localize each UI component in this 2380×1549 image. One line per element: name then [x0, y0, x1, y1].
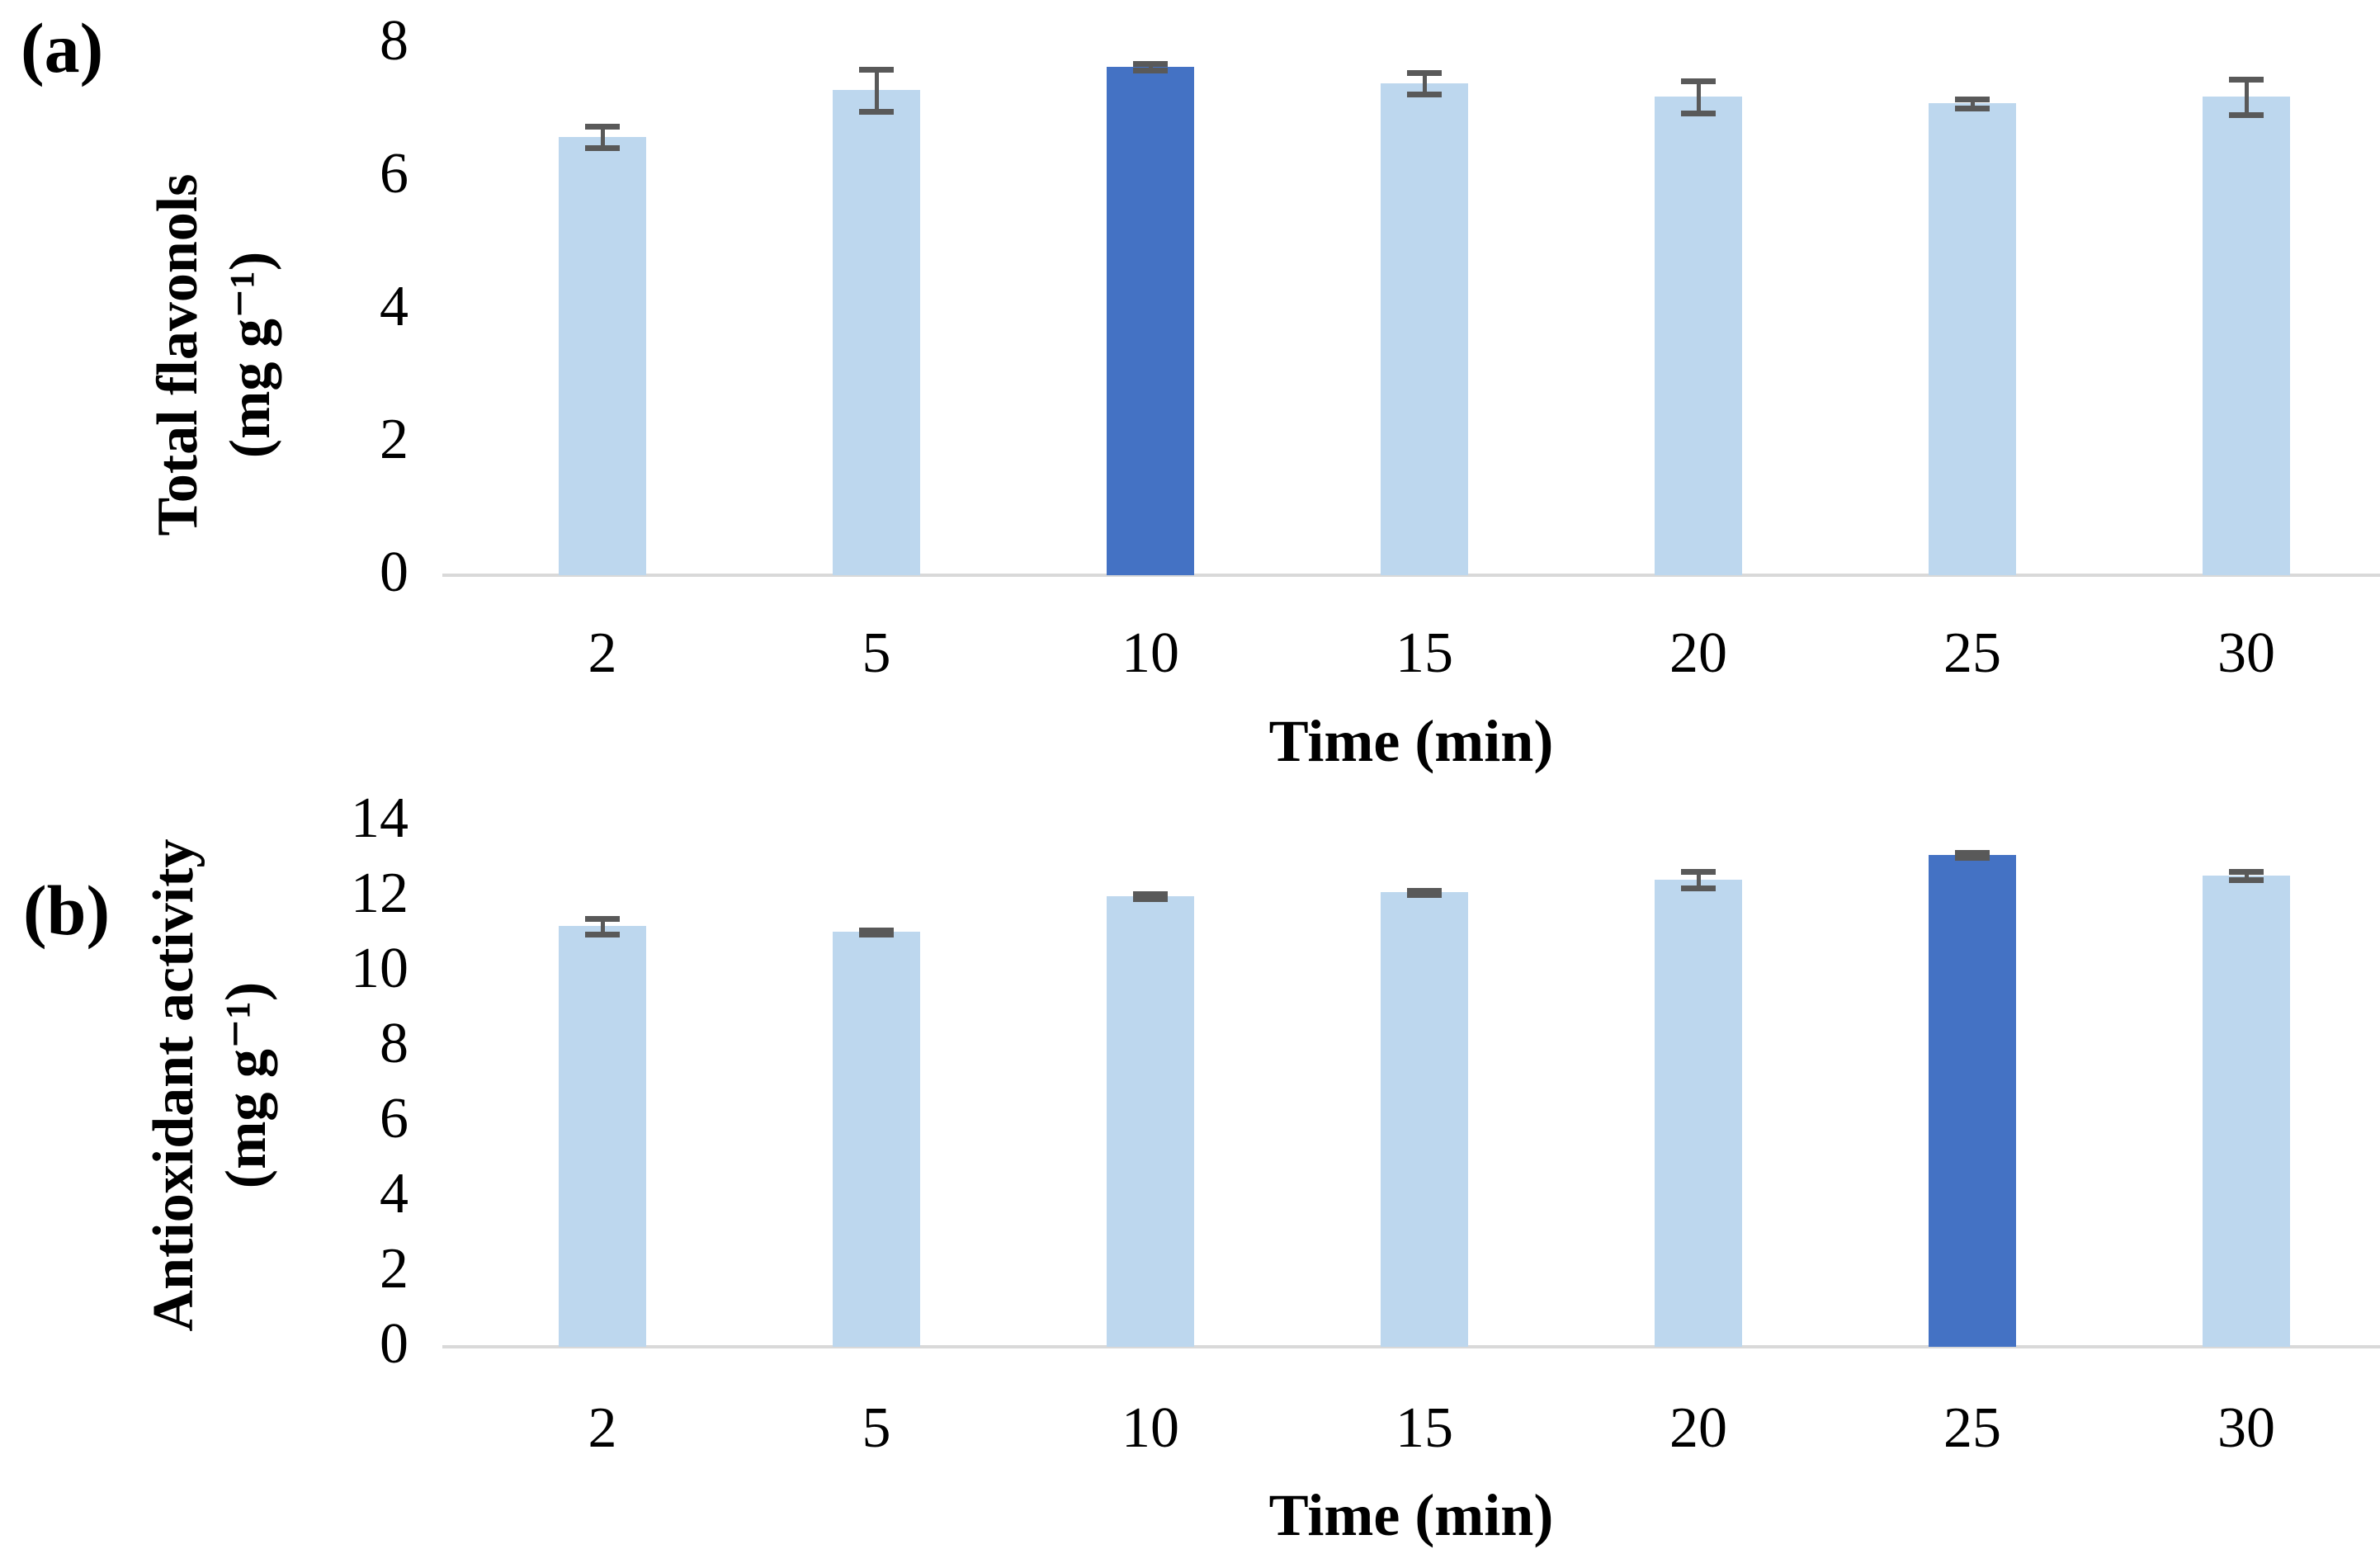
error-bar-a-15min [1422, 73, 1427, 95]
error-cap-bottom-a-15min [1407, 92, 1442, 98]
error-cap-top-a-30min [2229, 76, 2264, 83]
error-cap-bottom-b-5min [859, 931, 894, 937]
panel-b-ytick-14: 14 [351, 786, 408, 851]
panel-a-xtick-10: 10 [1122, 621, 1179, 685]
panel-b-ytick-4: 4 [380, 1162, 408, 1226]
error-cap-bottom-b-20min [1681, 885, 1716, 891]
bar-b-25min-highlighted [1929, 854, 2016, 1347]
error-bar-b-20min [1696, 871, 1701, 888]
panel-b-ytick-8: 8 [380, 1012, 408, 1076]
panel-b-ytick-2: 2 [380, 1237, 408, 1301]
panel-a-xtick-30: 30 [2217, 621, 2275, 685]
error-cap-bottom-a-10min [1133, 68, 1168, 74]
error-bar-a-10min [1148, 64, 1153, 71]
error-cap-top-b-25min [1955, 850, 1990, 857]
panel-b-label: (b) [23, 871, 111, 950]
bar-b-15min [1381, 892, 1468, 1347]
error-cap-top-a-20min [1681, 78, 1716, 85]
panel-b-x-axis-line [442, 1345, 2380, 1348]
error-cap-bottom-a-30min [2229, 112, 2264, 119]
panel-a-xtick-2: 2 [588, 621, 617, 685]
error-cap-bottom-a-5min [859, 109, 894, 116]
error-cap-bottom-a-20min [1681, 110, 1716, 116]
error-bar-b-2min [600, 919, 605, 934]
error-cap-bottom-a-25min [1955, 106, 1990, 112]
error-cap-top-a-5min [859, 66, 894, 73]
error-cap-top-b-15min [1407, 888, 1442, 895]
bar-a-30min [2203, 97, 2290, 575]
error-cap-top-b-20min [1681, 868, 1716, 875]
panel-a-ytick-8: 8 [380, 9, 408, 73]
panel-b-ytick-6: 6 [380, 1087, 408, 1151]
panel-a-xtick-5: 5 [862, 621, 891, 685]
error-cap-top-a-2min [585, 123, 620, 130]
error-cap-bottom-b-25min [1955, 854, 1990, 861]
panel-b-xtick-20: 20 [1669, 1396, 1727, 1460]
error-cap-top-a-25min [1955, 96, 1990, 102]
bar-b-10min [1107, 896, 1194, 1347]
error-cap-top-b-2min [585, 916, 620, 923]
error-cap-top-b-10min [1133, 891, 1168, 898]
panel-b-xtick-30: 30 [2217, 1396, 2275, 1460]
error-bar-b-30min [2244, 871, 2249, 881]
panel-b-ytick-10: 10 [351, 937, 408, 1001]
bar-a-2min [559, 136, 646, 575]
panel-a-ytick-6: 6 [380, 142, 408, 206]
bar-b-2min [559, 926, 646, 1347]
error-cap-top-b-30min [2229, 868, 2264, 875]
error-cap-bottom-a-2min [585, 144, 620, 151]
error-bar-a-30min [2244, 78, 2249, 116]
panel-b-xtick-10: 10 [1122, 1396, 1179, 1460]
bar-b-20min [1655, 879, 1742, 1347]
bar-a-25min [1929, 103, 2016, 575]
error-cap-bottom-b-2min [585, 931, 620, 937]
error-cap-top-b-5min [859, 927, 894, 933]
error-cap-bottom-b-10min [1133, 895, 1168, 902]
panel-a-label: (a) [21, 8, 104, 87]
panel-a-y-axis-title-text: Total flavonols [146, 173, 210, 536]
error-bar-a-2min [600, 125, 605, 148]
bar-a-10min-highlighted [1107, 67, 1194, 575]
bar-b-5min [833, 932, 920, 1347]
panel-a-ytick-2: 2 [380, 408, 408, 472]
panel-b-xtick-5: 5 [862, 1396, 891, 1460]
error-cap-top-a-15min [1407, 70, 1442, 77]
panel-a-x-axis-title: Time (min) [1268, 708, 1554, 774]
bar-a-15min [1381, 83, 1468, 575]
error-cap-bottom-b-15min [1407, 891, 1442, 898]
panel-a-x-axis-line [442, 574, 2380, 577]
panel-b-xtick-25: 25 [1943, 1396, 2001, 1460]
panel-b-ytick-12: 12 [351, 862, 408, 926]
panel-b-xtick-15: 15 [1395, 1396, 1453, 1460]
panel-b-ytick-0: 0 [380, 1312, 408, 1377]
panel-a-ytick-0: 0 [380, 541, 408, 605]
panel-a-xtick-15: 15 [1395, 621, 1453, 685]
panel-a-ytick-4: 4 [380, 275, 408, 339]
bar-a-20min [1655, 97, 1742, 575]
panel-a-xtick-20: 20 [1669, 621, 1727, 685]
error-bar-a-25min [1970, 98, 1975, 109]
panel-b-y-axis-title-text: Antioxidant activity [142, 838, 205, 1332]
bar-a-5min [833, 90, 920, 575]
error-cap-top-a-10min [1133, 61, 1168, 68]
error-bar-a-5min [874, 68, 879, 112]
error-bar-a-20min [1696, 81, 1701, 113]
panel-a-xtick-25: 25 [1943, 621, 2001, 685]
bar-b-30min [2203, 875, 2290, 1347]
panel-b-x-axis-title: Time (min) [1268, 1482, 1554, 1548]
error-cap-bottom-b-30min [2229, 877, 2264, 884]
panel-b-xtick-2: 2 [588, 1396, 617, 1460]
